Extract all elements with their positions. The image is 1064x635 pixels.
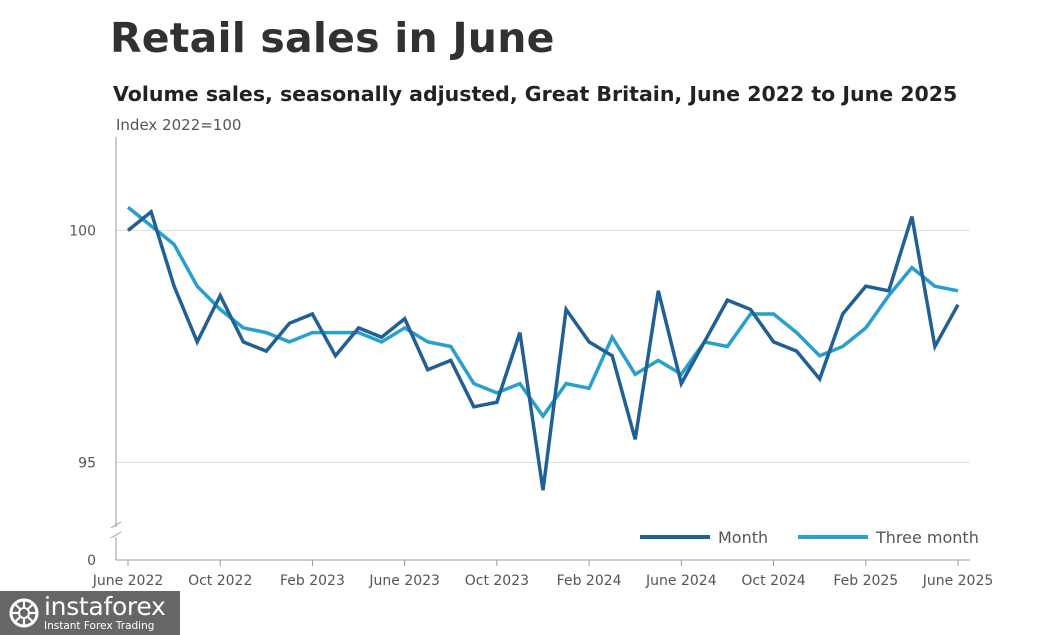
chart-title: Retail sales in June: [110, 14, 555, 62]
chart-subtitle: Volume sales, seasonally adjusted, Great…: [113, 82, 958, 106]
x-tick-label: Feb 2025: [833, 573, 898, 589]
watermark-brand: instaforex: [44, 592, 166, 621]
x-tick-label: Oct 2024: [741, 573, 805, 589]
x-tick-label: June 2023: [368, 573, 440, 589]
watermark-tagline: Instant Forex Trading: [44, 620, 155, 632]
x-tick-label: Feb 2023: [280, 573, 345, 589]
series-line-three-month: [126, 205, 959, 420]
y-tick-label-95: 95: [78, 456, 96, 472]
series-line-month: [126, 208, 960, 491]
axis-break-mark-top: [110, 521, 122, 529]
x-tick-label: Oct 2022: [188, 573, 252, 589]
instaforex-logo-icon: [9, 598, 39, 628]
instaforex-watermark: instaforex Instant Forex Trading: [0, 591, 180, 635]
x-tick-label: Oct 2023: [465, 573, 529, 589]
y-tick-label-100: 100: [69, 224, 96, 240]
x-tick-label: Feb 2024: [557, 573, 622, 589]
x-tick-label: June 2024: [645, 573, 717, 589]
legend-label-three-month: Three month: [875, 528, 979, 547]
x-tick-label: June 2025: [922, 573, 994, 589]
y-tick-label-0: 0: [87, 553, 96, 569]
y-axis-label: Index 2022=100: [116, 116, 242, 134]
axis-break-mark-bottom: [110, 531, 122, 539]
x-tick-label: June 2022: [92, 573, 164, 589]
legend-label-month: Month: [718, 528, 768, 547]
